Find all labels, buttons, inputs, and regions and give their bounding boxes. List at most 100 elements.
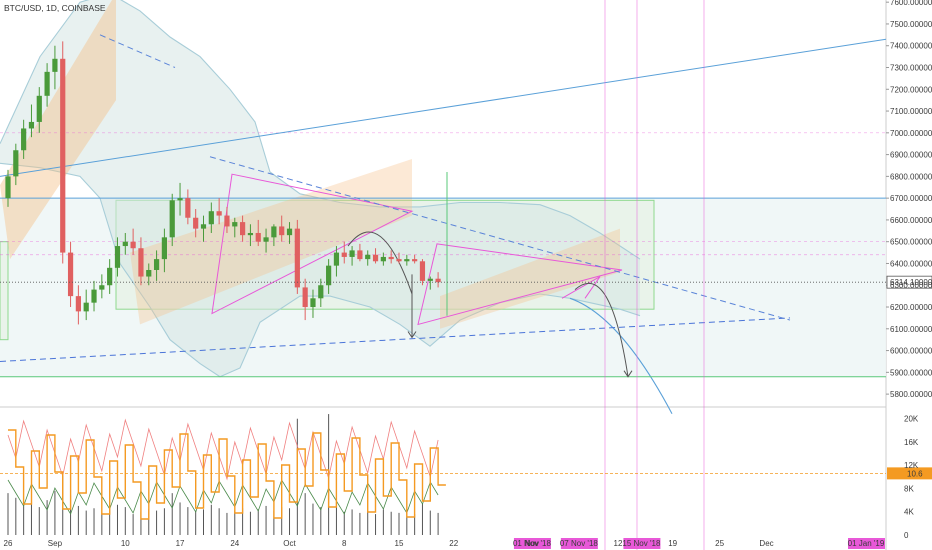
date-badge-label-1: 07 Nov '18: [560, 539, 599, 548]
candle-body-15: [122, 241, 128, 247]
candle-body-7: [60, 58, 66, 253]
price-tick-label-7: 6900.00000: [890, 151, 932, 160]
projection-arrowhead-2: [623, 370, 633, 378]
price-tick-label-6: 7000.00000: [890, 129, 932, 138]
date-tick-label-7: 15: [395, 539, 404, 548]
chart-title: BTC/USD, 1D, COINBASE: [4, 3, 106, 13]
candle-body-30: [240, 222, 246, 236]
drop-arrowhead: [407, 331, 417, 339]
price-tick-label-11: 6500.00000: [890, 238, 932, 247]
candle-body-3: [28, 121, 35, 129]
candle-body-44: [349, 250, 355, 257]
volume-tick-label-2: 12K: [904, 461, 919, 470]
date-tick-label-0: 26: [4, 539, 13, 548]
bollinger-upper: [0, 0, 641, 260]
date-tick-label-4: 24: [230, 539, 239, 548]
volume-tick-label-5: 0: [904, 531, 909, 540]
candle-body-31: [247, 232, 254, 236]
orange-channel-1: [0, 0, 116, 260]
candle-body-35: [279, 226, 285, 236]
bollinger-lower: [0, 162, 641, 378]
candle-body-55: [435, 278, 441, 283]
candle-body-40: [318, 285, 324, 299]
date-tick-label-2: 10: [121, 539, 130, 548]
price-tick-label-2: 7400.00000: [890, 42, 932, 51]
candle-body-20: [161, 237, 167, 260]
price-tick-label-18: 5800.00000: [890, 390, 932, 399]
candle-body-22: [177, 198, 183, 201]
price-tick-label-9: 6700.00000: [890, 194, 932, 203]
candle-body-6: [52, 58, 58, 72]
date-tick-label-8: 22: [449, 539, 458, 548]
price-tick-label-16: 6000.00000: [890, 347, 932, 356]
candle-body-29: [232, 222, 238, 227]
price-tick-label-1: 7500.00000: [890, 20, 932, 29]
volume-tick-label-0: 20K: [904, 415, 919, 424]
date-badge-1: [560, 538, 598, 549]
dashed-support: [0, 317, 791, 362]
candle-body-27: [216, 211, 222, 216]
candle-body-8: [67, 252, 74, 297]
candle-body-12: [99, 285, 105, 290]
candle-body-18: [146, 270, 152, 277]
candle-body-14: [114, 246, 121, 268]
candle-body-39: [310, 298, 316, 308]
candle-body-42: [333, 252, 340, 266]
long-trendline: [0, 38, 887, 177]
candle-body-43: [341, 252, 347, 257]
dashed-top: [99, 34, 176, 68]
candle-body-1: [13, 150, 19, 177]
candle-body-51: [404, 259, 410, 262]
candle-body-37: [294, 228, 300, 288]
price-tick-label-5: 7100.00000: [890, 107, 932, 116]
candle-body-19: [153, 259, 160, 270]
candle-body-54: [427, 278, 433, 281]
price-tick-label-10: 6600.00000: [890, 216, 932, 225]
price-tick-label-17: 5900.00000: [890, 368, 932, 377]
candle-body-45: [357, 250, 363, 260]
pink-triangle-2: [417, 243, 623, 326]
date-tick-label-3: 17: [176, 539, 185, 548]
candle-body-36: [286, 228, 293, 236]
candle-body-34: [271, 226, 277, 238]
pink-triangle-3: [561, 276, 601, 299]
date-badge-2: [623, 538, 661, 549]
price-tick-label-3: 7300.00000: [890, 64, 932, 73]
candle-body-50: [396, 259, 402, 262]
date-tick-label-10: 12: [614, 539, 623, 548]
date-badge-label-3: 01 Jan '19: [848, 539, 885, 548]
date-tick-label-11: 19: [668, 539, 677, 548]
date-badge-0: [513, 538, 551, 549]
candle-body-28: [224, 215, 230, 227]
price-tick-label-13: 6300.00000: [890, 281, 932, 290]
projection-arc-2: [574, 282, 629, 377]
candle-body-25: [200, 224, 207, 229]
candle-body-41: [326, 265, 332, 286]
candle-body-46: [365, 254, 371, 260]
date-tick-label-6: 8: [342, 539, 347, 548]
candle-body-0: [5, 176, 11, 199]
pink-triangle-1: [211, 173, 414, 315]
candle-body-38: [302, 287, 308, 308]
volume-tick-label-1: 16K: [904, 438, 919, 447]
candle-body-9: [75, 296, 81, 312]
dashed-resistance: [209, 156, 791, 321]
candle-body-53: [419, 261, 426, 281]
green-box-left: [0, 241, 9, 341]
indicator-label: 10.6: [907, 469, 923, 478]
date-tick-label-5: Oct: [283, 539, 296, 548]
date-badge-3: [848, 538, 885, 549]
candle-body-24: [193, 217, 199, 229]
candle-body-23: [185, 198, 191, 218]
price-tick-label-8: 6800.00000: [890, 172, 932, 181]
candle-body-10: [83, 302, 89, 312]
indicator-red-line: [7, 418, 439, 481]
candle-body-26: [208, 211, 214, 225]
candle-body-11: [91, 289, 97, 303]
date-tick-label-12: 25: [715, 539, 724, 548]
candle-body-5: [44, 71, 50, 96]
date-tick-label-9: Nov: [525, 539, 539, 548]
